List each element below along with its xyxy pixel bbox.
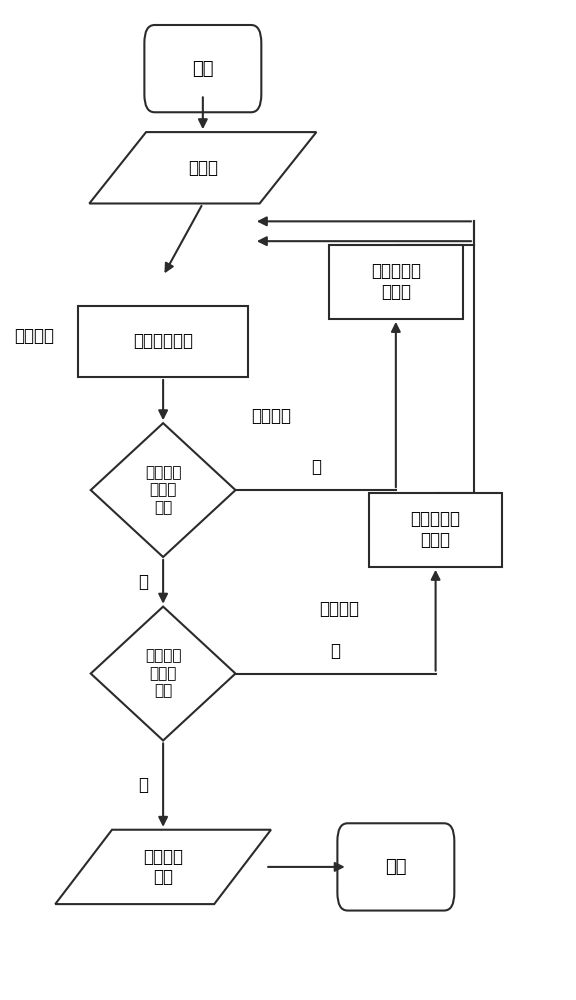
Text: 阴极电场
满足要
求？: 阴极电场 满足要 求？ — [145, 465, 181, 515]
Polygon shape — [91, 607, 236, 740]
Polygon shape — [55, 830, 271, 904]
Text: 阳极电场
满足要
求？: 阳极电场 满足要 求？ — [145, 649, 181, 698]
Text: 是: 是 — [138, 573, 148, 591]
Text: 外部迭代: 外部迭代 — [319, 600, 359, 618]
Text: 有限差分方法: 有限差分方法 — [133, 332, 193, 350]
Text: 初始化: 初始化 — [188, 159, 218, 177]
Text: 否: 否 — [331, 642, 340, 660]
Text: 否: 否 — [310, 458, 321, 476]
FancyBboxPatch shape — [338, 823, 454, 911]
Text: 开始: 开始 — [192, 60, 214, 78]
Text: 输出电流
密度: 输出电流 密度 — [143, 848, 183, 886]
FancyBboxPatch shape — [145, 25, 262, 112]
Polygon shape — [89, 132, 316, 203]
Text: 是: 是 — [138, 776, 148, 794]
Bar — [78, 306, 248, 377]
Bar — [369, 493, 502, 567]
Text: 更新电子电
流密度: 更新电子电 流密度 — [371, 262, 421, 301]
Polygon shape — [91, 423, 236, 557]
Bar — [329, 245, 463, 319]
Text: 结束: 结束 — [385, 858, 407, 876]
Text: 中间迭代: 中间迭代 — [251, 407, 291, 425]
Text: 更新离子电
流密度: 更新离子电 流密度 — [411, 510, 461, 549]
Text: 内部迭代: 内部迭代 — [14, 327, 54, 345]
